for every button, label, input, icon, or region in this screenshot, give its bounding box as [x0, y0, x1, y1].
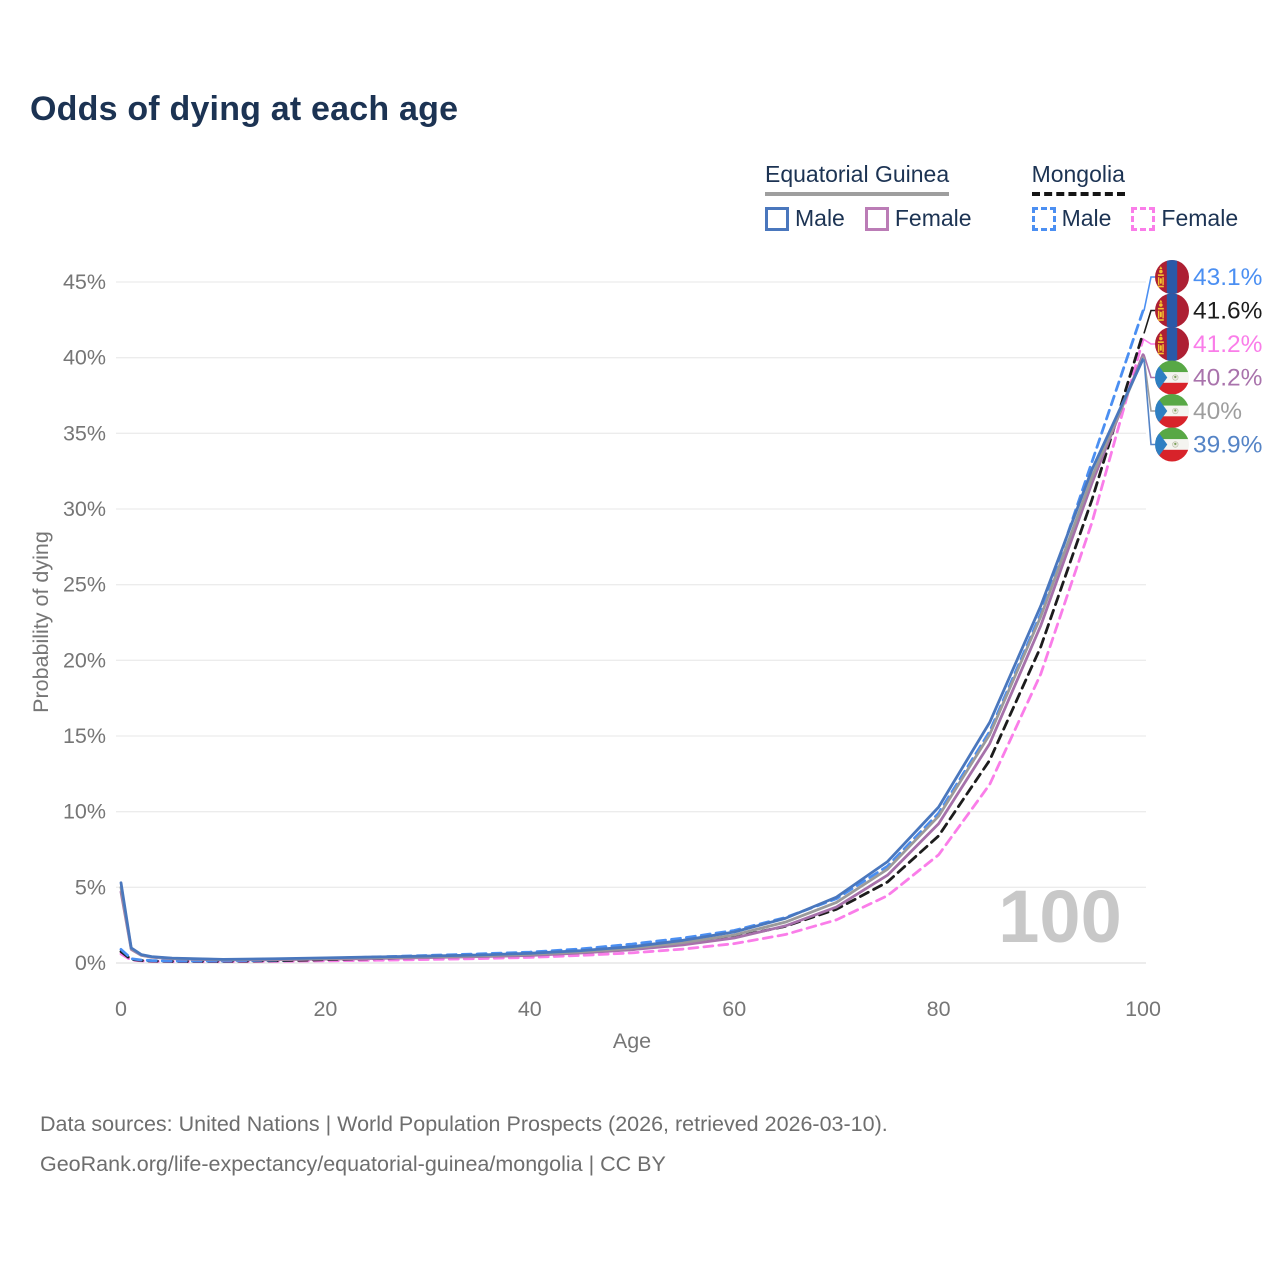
end-value-label-2: 41.2%	[1193, 331, 1262, 358]
y-axis-title: Probability of dying	[29, 531, 53, 713]
y-tick-label-15: 15%	[63, 724, 106, 748]
checkbox-swatch-eg-male[interactable]	[765, 206, 789, 231]
legend-item-mn-male[interactable]: Male	[1031, 205, 1112, 232]
legend-item-label-eg-female: Female	[894, 205, 972, 231]
attribution-line: GeoRank.org/life-expectancy/equatorial-g…	[40, 1152, 666, 1176]
y-tick-label-30: 30%	[63, 497, 106, 521]
y-tick-label-20: 20%	[63, 648, 106, 672]
x-tick-label-60: 60	[722, 997, 746, 1021]
x-tick-label-100: 100	[1125, 997, 1161, 1021]
end-value-label-1: 41.6%	[1193, 298, 1262, 325]
series-line-mongolia-male	[119, 309, 1145, 963]
legend-group-mongolia: Mongolia Male Female	[1031, 161, 1238, 232]
x-tick-label-80: 80	[927, 997, 951, 1021]
y-tick-label-0: 0%	[75, 951, 106, 975]
x-axis-title: Age	[613, 1029, 651, 1053]
end-value-label-4: 40%	[1193, 398, 1242, 425]
legend-group-title-equatorial-guinea: Equatorial Guinea	[765, 161, 950, 196]
legend-items-mongolia: Male Female	[1031, 205, 1238, 232]
end-label-connector-0	[1143, 276, 1155, 311]
checkbox-swatch-eg-female[interactable]	[864, 206, 889, 231]
y-tick-label-25: 25%	[63, 573, 106, 597]
mongolia-flag-icon	[1155, 294, 1189, 328]
legend-item-eg-female[interactable]: Female	[864, 205, 972, 232]
page-title: Odds of dying at each age	[30, 90, 459, 128]
equatorial-guinea-flag-icon	[1155, 428, 1189, 462]
data-sources-line: Data sources: United Nations | World Pop…	[40, 1112, 888, 1136]
chart-footer: Data sources: United Nations | World Pop…	[40, 1104, 888, 1184]
end-label-connector-4	[1143, 357, 1155, 412]
end-value-label-5: 39.9%	[1193, 432, 1262, 459]
legend-item-eg-male[interactable]: Male	[765, 205, 845, 232]
y-tick-label-45: 45%	[63, 270, 106, 294]
x-tick-label-40: 40	[518, 997, 542, 1021]
legend-item-label-mn-male: Male	[1061, 205, 1112, 231]
checkbox-swatch-mn-female[interactable]	[1131, 206, 1156, 231]
legend-group-title-mongolia: Mongolia	[1031, 161, 1125, 196]
y-tick-label-10: 10%	[63, 800, 106, 824]
legend-group-equatorial-guinea: Equatorial Guinea Male Female	[765, 161, 972, 232]
end-label-connector-1	[1143, 309, 1155, 334]
x-tick-label-0: 0	[115, 997, 127, 1021]
series-line-equatorial-guinea-male	[119, 357, 1145, 961]
plot-area[interactable]	[121, 282, 1143, 963]
legend-item-label-eg-male: Male	[795, 205, 845, 231]
equatorial-guinea-flag-icon	[1155, 361, 1189, 395]
x-tick-label-20: 20	[313, 997, 337, 1021]
mongolia-flag-icon	[1155, 260, 1189, 294]
legend-item-mn-female[interactable]: Female	[1131, 205, 1238, 232]
end-label-connector-5	[1143, 359, 1155, 446]
end-value-label-3: 40.2%	[1193, 365, 1262, 392]
y-tick-label-5: 5%	[75, 875, 106, 899]
end-label-connector-2	[1143, 338, 1155, 345]
y-tick-label-35: 35%	[63, 421, 106, 445]
watermark-age: 100	[998, 875, 1121, 958]
equatorial-guinea-flag-icon	[1155, 394, 1189, 428]
end-value-label-0: 43.1%	[1193, 264, 1262, 291]
legend-items-equatorial-guinea: Male Female	[765, 205, 972, 232]
mongolia-flag-icon	[1155, 327, 1189, 361]
legend-item-label-mn-female: Female	[1161, 205, 1239, 231]
checkbox-swatch-mn-male[interactable]	[1031, 206, 1056, 231]
end-label-connector-3	[1143, 354, 1155, 379]
chart-legend: Equatorial Guinea Male Female Mongolia M…	[765, 161, 1238, 232]
y-tick-label-40: 40%	[63, 346, 106, 370]
